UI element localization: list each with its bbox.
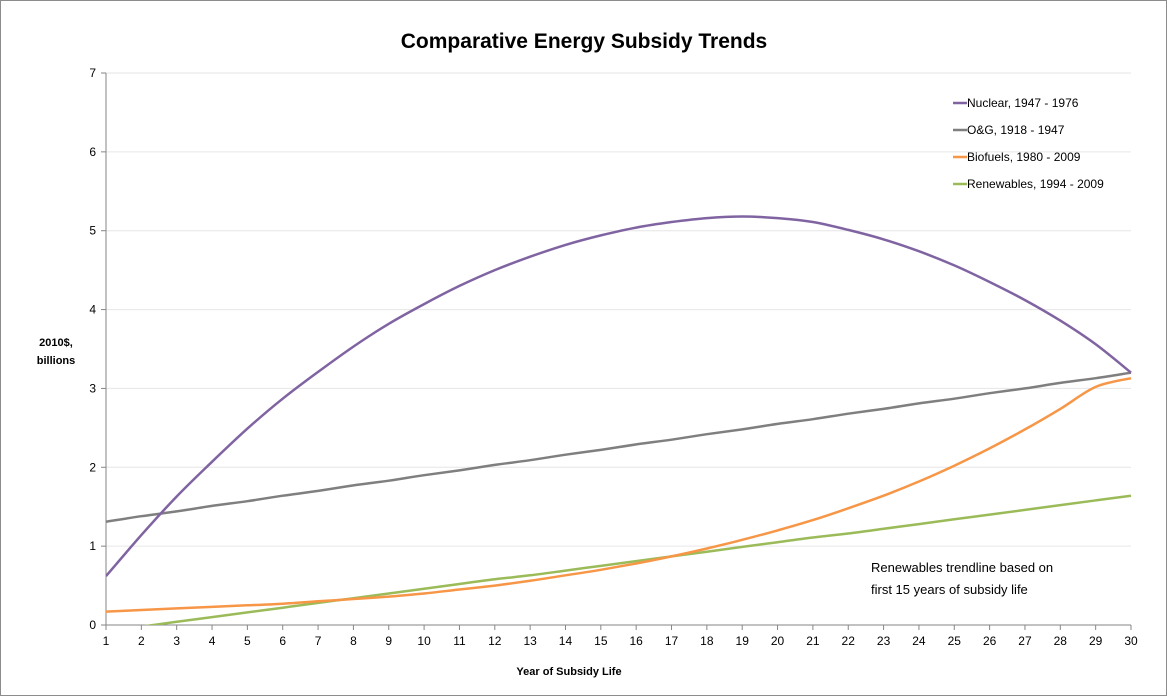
x-axis-ticks: 1 2 3 4 5 6 7 8 9 10 11 12 13 14 15 16 17 18 19 20 21 22 23 24 2… bbox=[103, 625, 1138, 648]
x-tick-label: 29 bbox=[1089, 634, 1103, 648]
x-tick-label: 4 bbox=[209, 634, 216, 648]
x-tick-label: 24 bbox=[912, 634, 926, 648]
x-tick-label: 8 bbox=[350, 634, 357, 648]
x-tick-label: 30 bbox=[1124, 634, 1138, 648]
x-tick-label: 14 bbox=[559, 634, 573, 648]
gridlines bbox=[106, 72, 1131, 547]
x-tick-label: 1 bbox=[103, 634, 110, 648]
y-axis-title-line2: billions bbox=[37, 355, 76, 367]
x-tick-label: 27 bbox=[1018, 634, 1032, 648]
x-tick-label: 16 bbox=[629, 634, 643, 648]
x-tick-label: 7 bbox=[315, 634, 322, 648]
x-tick-label: 6 bbox=[279, 634, 286, 648]
x-tick-label: 13 bbox=[523, 634, 537, 648]
legend-label-biofuels: Biofuels, 1980 - 2009 bbox=[967, 150, 1081, 164]
series-line-biofuels bbox=[106, 376, 1132, 613]
y-tick-label: 3 bbox=[89, 381, 96, 395]
legend-label-nuclear: Nuclear, 1947 - 1976 bbox=[967, 96, 1079, 110]
series-line-o-g bbox=[106, 371, 1132, 523]
annotation-line1: Renewables trendline based on bbox=[871, 560, 1053, 575]
legend-label-o-g: O&G, 1918 - 1947 bbox=[967, 123, 1065, 137]
x-tick-label: 26 bbox=[983, 634, 997, 648]
series-layer bbox=[106, 215, 1132, 625]
y-tick-label: 7 bbox=[89, 66, 96, 80]
x-tick-label: 25 bbox=[948, 634, 962, 648]
x-tick-label: 19 bbox=[736, 634, 750, 648]
series-line-nuclear bbox=[106, 215, 1132, 577]
legend: Nuclear, 1947 - 1976 O&G, 1918 - 1947 Biof… bbox=[953, 96, 1104, 191]
y-tick-label: 1 bbox=[89, 539, 96, 553]
x-tick-label: 20 bbox=[771, 634, 785, 648]
x-tick-label: 11 bbox=[453, 634, 466, 648]
y-axis-title-line1: 2010$, bbox=[39, 337, 73, 349]
series-line-renewables bbox=[143, 494, 1132, 625]
x-tick-label: 9 bbox=[385, 634, 392, 648]
x-tick-label: 15 bbox=[594, 634, 608, 648]
y-tick-label: 6 bbox=[89, 145, 96, 159]
x-tick-label: 12 bbox=[488, 634, 502, 648]
chart-title: Comparative Energy Subsidy Trends bbox=[401, 30, 767, 53]
x-tick-label: 18 bbox=[700, 634, 714, 648]
x-tick-label: 23 bbox=[877, 634, 891, 648]
x-tick-label: 21 bbox=[806, 634, 820, 648]
legend-label-renewables: Renewables, 1994 - 2009 bbox=[967, 177, 1104, 191]
y-tick-label: 0 bbox=[89, 618, 96, 632]
y-tick-label: 2 bbox=[89, 460, 96, 474]
y-tick-label: 4 bbox=[89, 303, 96, 317]
x-tick-label: 10 bbox=[417, 634, 431, 648]
axes bbox=[105, 73, 1131, 626]
x-tick-label: 28 bbox=[1054, 634, 1068, 648]
annotation-line2: first 15 years of subsidy life bbox=[871, 582, 1028, 597]
x-tick-label: 2 bbox=[138, 634, 145, 648]
x-tick-label: 22 bbox=[842, 634, 856, 648]
x-axis-title: Year of Subsidy Life bbox=[516, 666, 621, 678]
x-tick-label: 3 bbox=[173, 634, 180, 648]
y-tick-label: 5 bbox=[89, 224, 96, 238]
x-tick-label: 5 bbox=[244, 634, 251, 648]
x-tick-label: 17 bbox=[665, 634, 679, 648]
y-axis-ticks: 0 1 2 3 4 5 6 7 bbox=[89, 66, 106, 632]
